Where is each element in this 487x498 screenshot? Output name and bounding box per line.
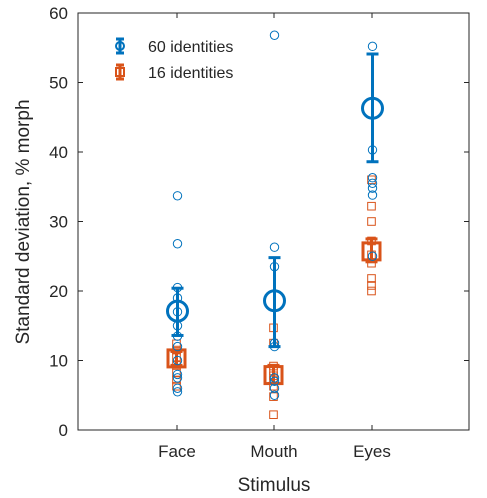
data-point xyxy=(172,373,183,383)
legend-label: 16 identities xyxy=(148,65,233,82)
data-point xyxy=(367,173,378,183)
data-point xyxy=(172,355,183,366)
x-tick-label: Eyes xyxy=(353,442,391,461)
mean-marker xyxy=(166,348,187,369)
data-point xyxy=(269,410,278,420)
data-point xyxy=(367,251,378,261)
legend: 60 identities 16 identities xyxy=(115,37,233,82)
data-point xyxy=(367,190,378,200)
x-axis-label: Stimulus xyxy=(238,475,311,496)
y-tick-label: 60 xyxy=(49,4,68,23)
data-point xyxy=(269,373,280,383)
y-tick-label: 50 xyxy=(49,74,68,93)
data-point xyxy=(172,369,183,380)
data-point xyxy=(269,242,280,252)
data-point xyxy=(367,183,378,193)
mean-marker xyxy=(263,289,286,313)
legend-marker xyxy=(115,41,125,51)
y-tick-label: 30 xyxy=(49,213,68,232)
data-point xyxy=(367,217,376,226)
y-axis-label: Standard deviation, % morph xyxy=(13,99,34,344)
data-layer xyxy=(166,30,384,420)
series-0 xyxy=(166,30,384,400)
data-point xyxy=(269,383,280,393)
data-point xyxy=(269,390,280,400)
data-point xyxy=(269,376,280,387)
y-tick-label: 40 xyxy=(49,143,68,162)
data-point xyxy=(367,201,376,211)
data-point xyxy=(367,286,376,296)
y-tick-label: 0 xyxy=(59,421,68,440)
x-tick-label: Face xyxy=(158,442,196,461)
mean-marker xyxy=(263,365,284,386)
mean-marker xyxy=(166,299,189,323)
data-point xyxy=(172,191,183,201)
data-point xyxy=(367,178,378,188)
mean-marker xyxy=(361,96,384,120)
y-tick-label: 20 xyxy=(49,282,68,301)
y-tick-label: 10 xyxy=(49,352,68,371)
data-point xyxy=(172,341,183,352)
data-point xyxy=(172,387,183,397)
series-1 xyxy=(166,175,382,420)
data-point xyxy=(367,281,376,290)
data-point xyxy=(367,274,376,283)
axes-layer: 0 10 20 30 40 50 60 Face Mouth Eyes xyxy=(49,4,470,461)
legend-marker xyxy=(115,67,125,77)
data-point xyxy=(269,30,280,40)
legend-label: 60 identities xyxy=(148,39,233,56)
data-point xyxy=(172,383,183,393)
data-point xyxy=(172,239,183,249)
x-tick-label: Mouth xyxy=(250,442,297,461)
data-point xyxy=(367,41,378,52)
